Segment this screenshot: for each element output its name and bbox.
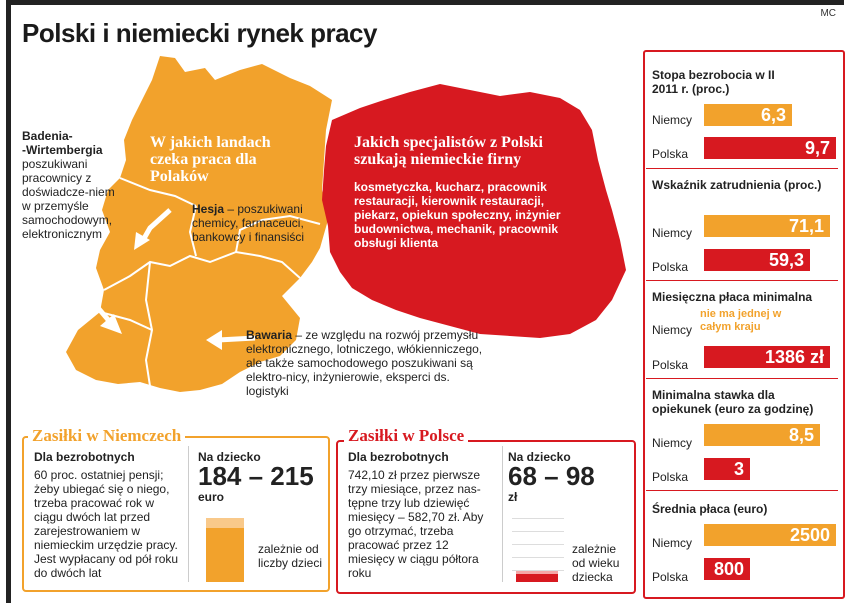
- pl-benefits-panel: [336, 440, 636, 594]
- poland-jobs-list: kosmetyczka, kucharz, pracownik restaura…: [354, 180, 561, 250]
- unemployment-niemcy-label: Niemcy: [652, 113, 693, 127]
- avg-wage-niemcy-bar: 2500: [704, 524, 836, 546]
- de-benefits-title: Zasiłki w Niemczech: [28, 426, 186, 446]
- pl-child-bar: [516, 574, 558, 582]
- pl-child-head: Na dziecko: [508, 450, 571, 464]
- de-divider: [188, 446, 189, 582]
- hesja-desc: – poszukiwani chemicy, farmaceuci, banko…: [192, 202, 305, 244]
- pl-child-unit: zł: [508, 490, 518, 504]
- avg-wage-polska-label: Polska: [652, 570, 689, 584]
- stats-separator: [646, 168, 838, 169]
- map-illustration: [65, 56, 626, 392]
- pl-unemployed-text: 742,10 zł przez pierwsze trzy miesiące, …: [348, 468, 484, 580]
- pl-child-scale: [512, 506, 564, 582]
- care-rate-niemcy-bar: 8,5: [704, 424, 820, 446]
- de-child-bar: [206, 518, 244, 582]
- min-wage-title: Miesięczna płaca minimalna: [652, 290, 813, 304]
- unemployment-niemcy-bar: 6,3: [704, 104, 792, 126]
- de-child-bar-range: [206, 518, 244, 528]
- pl-child-amount: 68 – 98: [508, 461, 595, 491]
- pl-child-note: zależnie od wieku dziecka: [572, 542, 620, 584]
- de-child-amount: 184 – 215: [198, 461, 314, 491]
- bawaria-name: Bawaria: [246, 328, 293, 342]
- poland-map-shape: [322, 84, 626, 338]
- care-rate-polska-label: Polska: [652, 470, 689, 484]
- avg-wage-title: Średnia płaca (euro): [652, 502, 768, 516]
- employment-niemcy-bar: 71,1: [704, 215, 830, 237]
- stats-panel: [643, 50, 845, 599]
- employment-polska-bar: 59,3: [704, 249, 810, 271]
- hesja-note: Hesja – poszukiwani chemicy, farmaceuci,…: [192, 202, 322, 244]
- stats-separator: [646, 378, 838, 379]
- stats-separator: [646, 280, 838, 281]
- employment-polska-label: Polska: [652, 260, 689, 274]
- min-wage-niemcy-note: nie ma jednej w całym kraju: [700, 308, 782, 333]
- unemployment-title: Stopa bezrobocia w II 2011 r. (proc.): [652, 68, 775, 96]
- care-rate-niemcy-label: Niemcy: [652, 436, 693, 450]
- germany-heading: W jakich landach czeka praca dla Polaków: [150, 134, 271, 185]
- de-unemployed-text: 60 proc. ostatniej pensji; żeby ubiegać …: [34, 468, 179, 580]
- poland-heading: Jakich specjalistów z Polski szukają nie…: [354, 134, 543, 168]
- care-rate-polska-bar: 3: [704, 458, 750, 480]
- pl-benefits-title: Zasiłki w Polsce: [344, 426, 469, 446]
- avg-wage-niemcy-label: Niemcy: [652, 536, 693, 550]
- de-unemployed-head: Dla bezrobotnych: [34, 450, 135, 464]
- stats-separator: [646, 490, 838, 491]
- badenia-name: Badenia- -Wirtembergia: [22, 129, 103, 157]
- de-child-note: zależnie od liczby dzieci: [258, 542, 323, 570]
- author-signature: MC: [820, 8, 836, 19]
- min-wage-niemcy-label: Niemcy: [652, 323, 693, 337]
- bawaria-desc: – ze względu na rozwój przemysłu elektro…: [246, 328, 483, 398]
- top-rule: [6, 0, 844, 5]
- arrow-heads: [100, 232, 222, 350]
- hesja-name: Hesja: [192, 202, 225, 216]
- pl-divider: [502, 446, 503, 582]
- badenia-note: Badenia- -Wirtembergia poszukiwani praco…: [22, 129, 122, 241]
- employment-niemcy-label: Niemcy: [652, 226, 693, 240]
- de-child-head: Na dziecko: [198, 450, 261, 464]
- min-wage-polska-label: Polska: [652, 358, 689, 372]
- care-rate-title: Minimalna stawka dla opiekunek (euro za …: [652, 388, 814, 416]
- page-title: Polski i niemiecki rynek pracy: [22, 18, 377, 48]
- min-wage-polska-bar: 1386 zł: [704, 346, 830, 368]
- de-child-unit: euro: [198, 490, 225, 504]
- pl-unemployed-head: Dla bezrobotnych: [348, 450, 449, 464]
- bawaria-note: Bawaria – ze względu na rozwój przemysłu…: [246, 328, 486, 398]
- unemployment-polska-bar: 9,7: [704, 137, 836, 159]
- germany-map-shape: [66, 56, 332, 392]
- pl-child-bar-range: [516, 571, 558, 574]
- employment-title: Wskaźnik zatrudnienia (proc.): [652, 178, 822, 192]
- badenia-desc: poszukiwani pracownicy z doświadcze-niem…: [22, 157, 115, 241]
- land-borders: [99, 177, 321, 387]
- unemployment-polska-label: Polska: [652, 147, 689, 161]
- avg-wage-polska-bar: 800: [704, 558, 750, 580]
- left-rule: [6, 0, 11, 603]
